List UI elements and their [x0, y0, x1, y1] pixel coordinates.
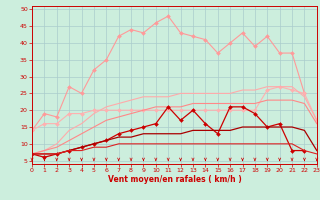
- X-axis label: Vent moyen/en rafales ( km/h ): Vent moyen/en rafales ( km/h ): [108, 175, 241, 184]
